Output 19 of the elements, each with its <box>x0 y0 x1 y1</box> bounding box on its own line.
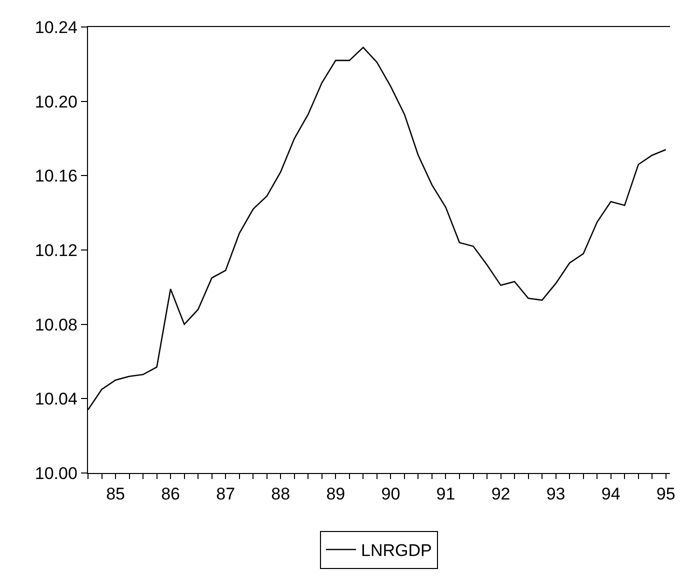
y-tick-label: 10.04 <box>34 390 78 409</box>
y-tick-label: 10.00 <box>34 464 78 483</box>
y-tick-label: 10.16 <box>34 166 78 186</box>
y-tick-label: 10.24 <box>34 18 78 37</box>
x-tick-label: 85 <box>106 484 125 504</box>
y-tick-label: 10.12 <box>34 240 78 260</box>
y-tick-label: 10.08 <box>34 315 78 334</box>
y-tick-label: 10.20 <box>34 92 78 112</box>
x-tick-label: 89 <box>326 484 346 504</box>
x-tick-label: 95 <box>656 484 676 504</box>
x-tick-label: 86 <box>161 484 180 504</box>
x-tick-label: 93 <box>546 484 566 504</box>
x-tick-label: 87 <box>216 484 236 504</box>
x-tick-label: 91 <box>436 484 456 504</box>
x-tick-label: 94 <box>601 484 620 504</box>
x-tick-label: 88 <box>271 484 290 504</box>
x-tick-label: 90 <box>381 484 400 504</box>
legend-label: LNRGDP <box>361 541 432 560</box>
x-tick-label: 92 <box>491 484 510 504</box>
